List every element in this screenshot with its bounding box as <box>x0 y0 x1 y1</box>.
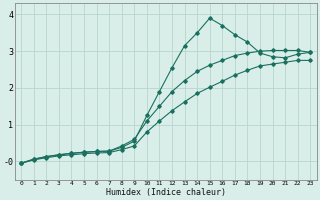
X-axis label: Humidex (Indice chaleur): Humidex (Indice chaleur) <box>106 188 226 197</box>
